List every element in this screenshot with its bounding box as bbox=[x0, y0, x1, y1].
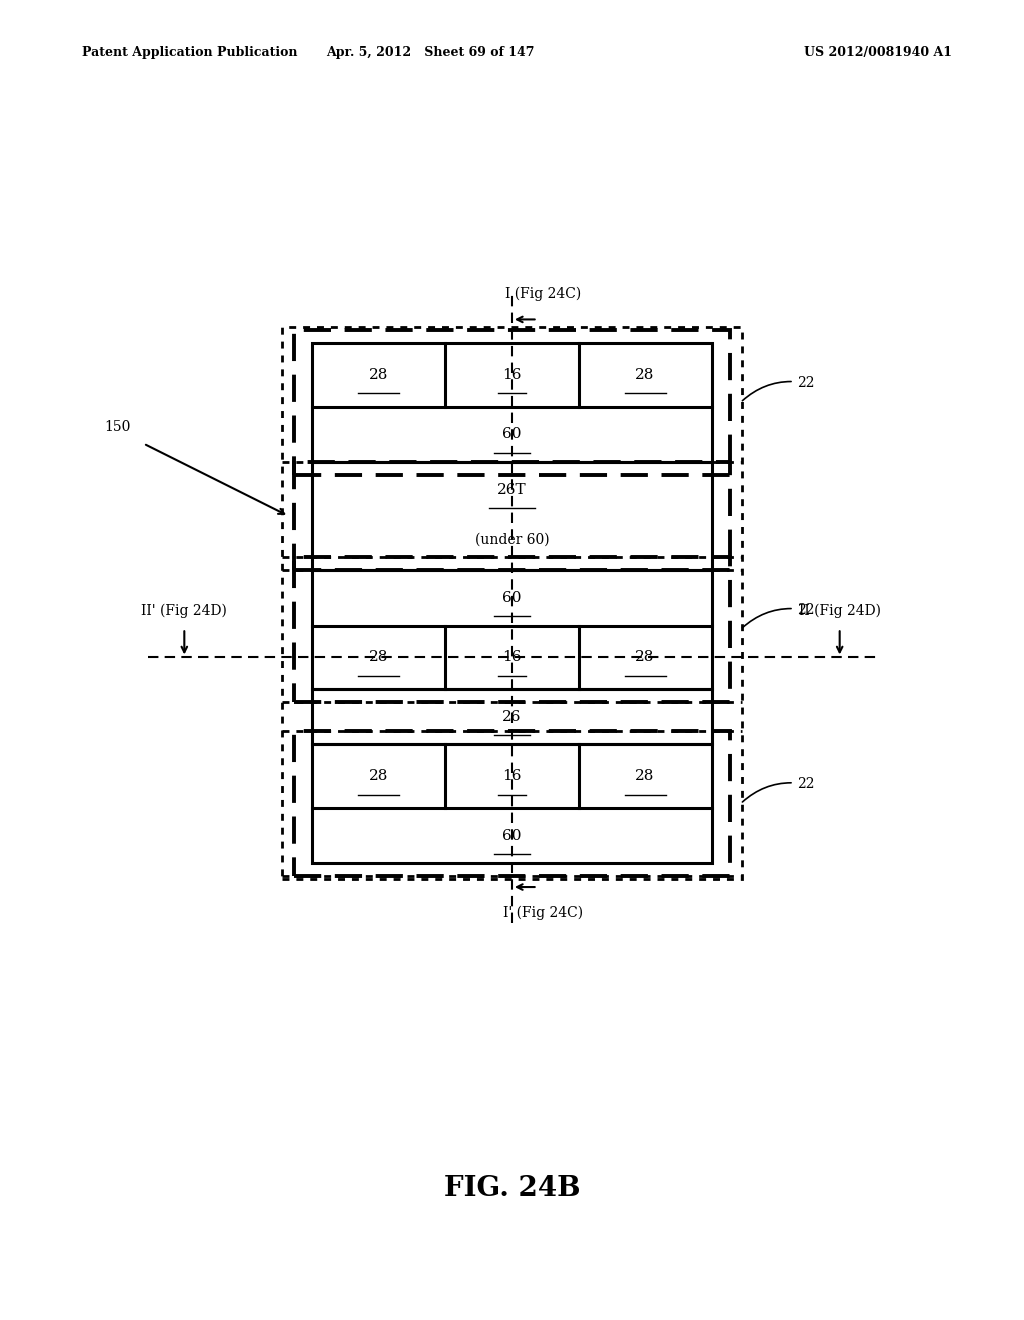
Text: I (Fig 24C): I (Fig 24C) bbox=[505, 286, 581, 301]
Bar bbox=[312, 343, 712, 462]
Text: II (Fig 24D): II (Fig 24D) bbox=[799, 603, 881, 618]
Text: 22: 22 bbox=[742, 777, 814, 803]
Text: 22: 22 bbox=[742, 376, 814, 401]
Bar bbox=[294, 462, 730, 570]
Text: 28: 28 bbox=[636, 770, 654, 783]
Text: 28: 28 bbox=[370, 770, 388, 783]
Text: 150: 150 bbox=[104, 420, 131, 434]
Text: 16: 16 bbox=[502, 770, 522, 783]
Text: FIG. 24B: FIG. 24B bbox=[443, 1175, 581, 1201]
Text: I' (Fig 24C): I' (Fig 24C) bbox=[503, 906, 583, 920]
Bar bbox=[312, 570, 712, 689]
Text: 26: 26 bbox=[502, 710, 522, 723]
Text: US 2012/0081940 A1: US 2012/0081940 A1 bbox=[804, 46, 952, 59]
Bar bbox=[312, 689, 712, 744]
Text: 16: 16 bbox=[502, 651, 522, 664]
Text: (under 60): (under 60) bbox=[475, 533, 549, 546]
Text: 60: 60 bbox=[502, 829, 522, 842]
Bar bbox=[294, 557, 730, 702]
Bar bbox=[294, 330, 730, 475]
Text: 16: 16 bbox=[502, 368, 522, 381]
Text: Patent Application Publication: Patent Application Publication bbox=[82, 46, 297, 59]
Text: 22: 22 bbox=[742, 603, 814, 628]
Bar bbox=[312, 462, 712, 570]
Text: II' (Fig 24D): II' (Fig 24D) bbox=[141, 603, 227, 618]
Bar bbox=[294, 731, 730, 876]
Text: 28: 28 bbox=[370, 651, 388, 664]
Text: 60: 60 bbox=[502, 428, 522, 441]
Bar bbox=[282, 327, 742, 879]
Text: 26T: 26T bbox=[498, 483, 526, 496]
Text: 60: 60 bbox=[502, 591, 522, 605]
Text: Apr. 5, 2012   Sheet 69 of 147: Apr. 5, 2012 Sheet 69 of 147 bbox=[326, 46, 535, 59]
Text: 28: 28 bbox=[636, 651, 654, 664]
Text: 28: 28 bbox=[370, 368, 388, 381]
Bar bbox=[312, 744, 712, 863]
Text: 28: 28 bbox=[636, 368, 654, 381]
